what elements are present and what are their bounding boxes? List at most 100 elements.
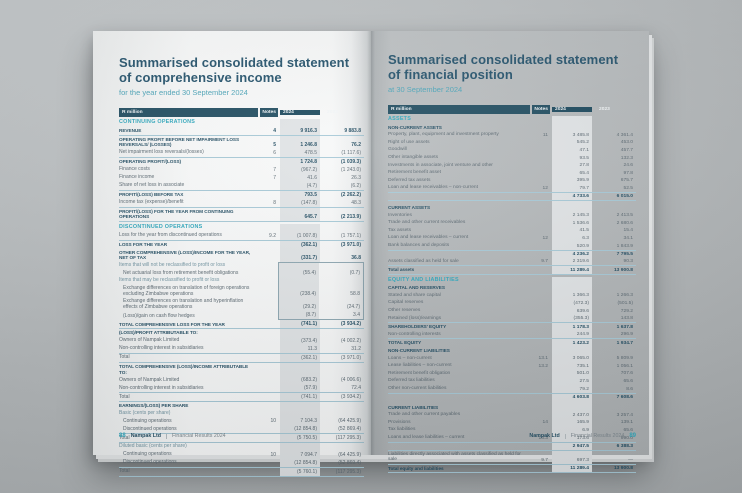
value-2024: (12 854.8)	[280, 458, 320, 467]
table-row: TOTAL COMPREHENSIVE LOSS FOR THE YEAR (74…	[119, 320, 364, 330]
value-2024: 2 145.3	[552, 211, 592, 220]
row-values: 27.8 24.6	[552, 161, 636, 170]
row-label: Loans – non-current	[388, 355, 432, 361]
row-label: Total	[119, 393, 130, 400]
row-label: Tax assets	[388, 227, 412, 233]
table-row: Other non-current liabilities 79.2 8.6	[388, 385, 636, 394]
value-2024: (472.3)	[552, 299, 592, 308]
table-row: Total (362.1) (3 971.0)	[119, 353, 364, 363]
row-values: 6.3 34.1	[552, 234, 636, 242]
row-note	[532, 347, 550, 355]
value-2024: 1 178.3	[552, 323, 592, 331]
row-values: 6.9 65.6	[552, 426, 636, 434]
value-2023: 90.3	[623, 259, 633, 265]
row-label: Owners of Nampak Limited	[119, 337, 180, 344]
row-label: Discontinued operations	[123, 425, 177, 432]
row-values: 520.9 1 843.9	[552, 241, 636, 250]
value-2023	[596, 277, 636, 285]
row-label: Items that will not be reclassified to p…	[119, 261, 226, 268]
value-2023: (3 971.0)	[340, 354, 361, 361]
row-note	[532, 394, 550, 401]
value-2024	[552, 276, 592, 285]
value-2023: (2 213.9)	[340, 213, 361, 220]
value-2023: 6 015.0	[616, 193, 633, 199]
row-values: 2 437.0 3 257.4	[552, 411, 636, 419]
value-2024: 4 236.2	[552, 250, 592, 258]
row-values: (741.1) (3 934.2)	[280, 320, 364, 329]
value-2024: 244.9	[552, 330, 592, 339]
table-row: Tax liabilities 6.9 65.6	[388, 426, 636, 434]
page-title: Summarised consolidated statement of fin…	[388, 52, 636, 82]
table-row: 4 603.8 7 608.6	[388, 393, 636, 401]
doc-title: Financial Results 2024	[172, 433, 226, 439]
table-row: OPERATING PROFIT/(LOSS) 1 724.8 (1 039.3)	[119, 157, 364, 166]
table-row: Exchange differences on translation and …	[119, 298, 364, 312]
row-label	[388, 443, 530, 450]
value-2024: (355.3)	[552, 314, 592, 323]
value-2024	[280, 362, 320, 377]
value-2023: 143.8	[620, 316, 633, 322]
row-note: 4	[273, 127, 276, 134]
value-2023: (52 869.4)	[338, 459, 361, 466]
row-label: Retained (loss)/earnings	[388, 315, 442, 321]
row-values: 7 094.7 (64 425.9)	[280, 450, 364, 459]
table-row: 2 947.5 6 388.3	[388, 442, 636, 451]
row-values: 47.1 457.7	[552, 146, 636, 154]
row-values: 4 733.6 6 015.0	[552, 192, 636, 200]
row-label: NON-CURRENT LIABILITIES	[388, 348, 450, 354]
row-values: (741.1) (3 934.2)	[280, 393, 364, 402]
value-2024	[280, 329, 320, 337]
table-row: Capital reserves (472.3) (501.5)	[388, 299, 636, 308]
table-row: PROFIT/(LOSS) FOR THE YEAR FROM CONTINUI…	[119, 207, 364, 222]
row-values	[552, 403, 636, 412]
table-row: OTHER COMPREHENSIVE (LOSS)/INCOME FOR TH…	[119, 248, 364, 262]
row-label: Discontinued operations	[123, 459, 177, 466]
row-values: (5 750.5) (117 295.3)	[280, 434, 364, 443]
table-row: DISCONTINUED OPERATIONS	[119, 223, 364, 232]
value-2023: 24.6	[623, 163, 633, 169]
table-row: Provisions 14 165.9 139.1	[388, 418, 636, 427]
value-2023: (4 002.2)	[340, 337, 361, 344]
row-note	[260, 384, 278, 392]
value-2024: (741.1)	[280, 320, 320, 329]
row-label: Non-controlling interest in subsidiaries	[119, 384, 204, 391]
row-note	[260, 376, 278, 384]
row-note	[258, 277, 276, 285]
value-2023: 97.8	[623, 170, 633, 176]
row-note	[532, 404, 550, 412]
value-2024: 79.2	[552, 385, 592, 393]
row-values: 9 916.3 9 883.8	[280, 126, 364, 135]
row-values	[552, 116, 636, 124]
value-2024: 2 319.6	[552, 257, 592, 266]
row-note	[260, 410, 278, 418]
value-2023: (117 295.3)	[335, 435, 361, 442]
row-note	[260, 249, 278, 262]
row-values	[552, 284, 636, 292]
row-note	[260, 363, 278, 376]
row-label: Deferred tax assets	[388, 177, 431, 183]
row-values: 1 246.8 76.2	[280, 135, 364, 149]
row-values: 244.9 296.9	[552, 330, 636, 339]
row-label: Exchange differences on translation of f…	[123, 284, 250, 297]
row-values: 173.6 990.0	[552, 433, 636, 442]
row-values: 697.3 —	[552, 450, 636, 464]
table-row: (LOSS)/PROFIT ATTRIBUTABLE TO:	[119, 329, 364, 337]
row-note	[532, 331, 550, 339]
row-note	[532, 116, 550, 124]
value-2023: (24.7)	[346, 304, 360, 311]
value-2024: 645.7	[280, 207, 320, 221]
table-row: Deferred tax liabilities 27.5 65.6	[388, 377, 636, 385]
footer-divider	[564, 433, 566, 439]
row-label: CAPITAL AND RESERVES	[388, 285, 445, 291]
value-2024: (4.7)	[280, 181, 320, 190]
row-label: Other intangible assets	[388, 154, 439, 160]
table-row: Deferred tax assets 395.9 675.7	[388, 176, 636, 185]
row-note	[532, 323, 550, 331]
row-values: (472.3) (501.5)	[552, 299, 636, 308]
value-2023	[596, 404, 636, 412]
row-label: EARNINGS/(LOSS) PER SHARE	[119, 403, 189, 409]
page-subtitle: at 30 September 2024	[388, 85, 463, 94]
value-2023: (1 117.6)	[341, 149, 361, 156]
row-label: Loss for the year from discontinued oper…	[119, 231, 222, 238]
